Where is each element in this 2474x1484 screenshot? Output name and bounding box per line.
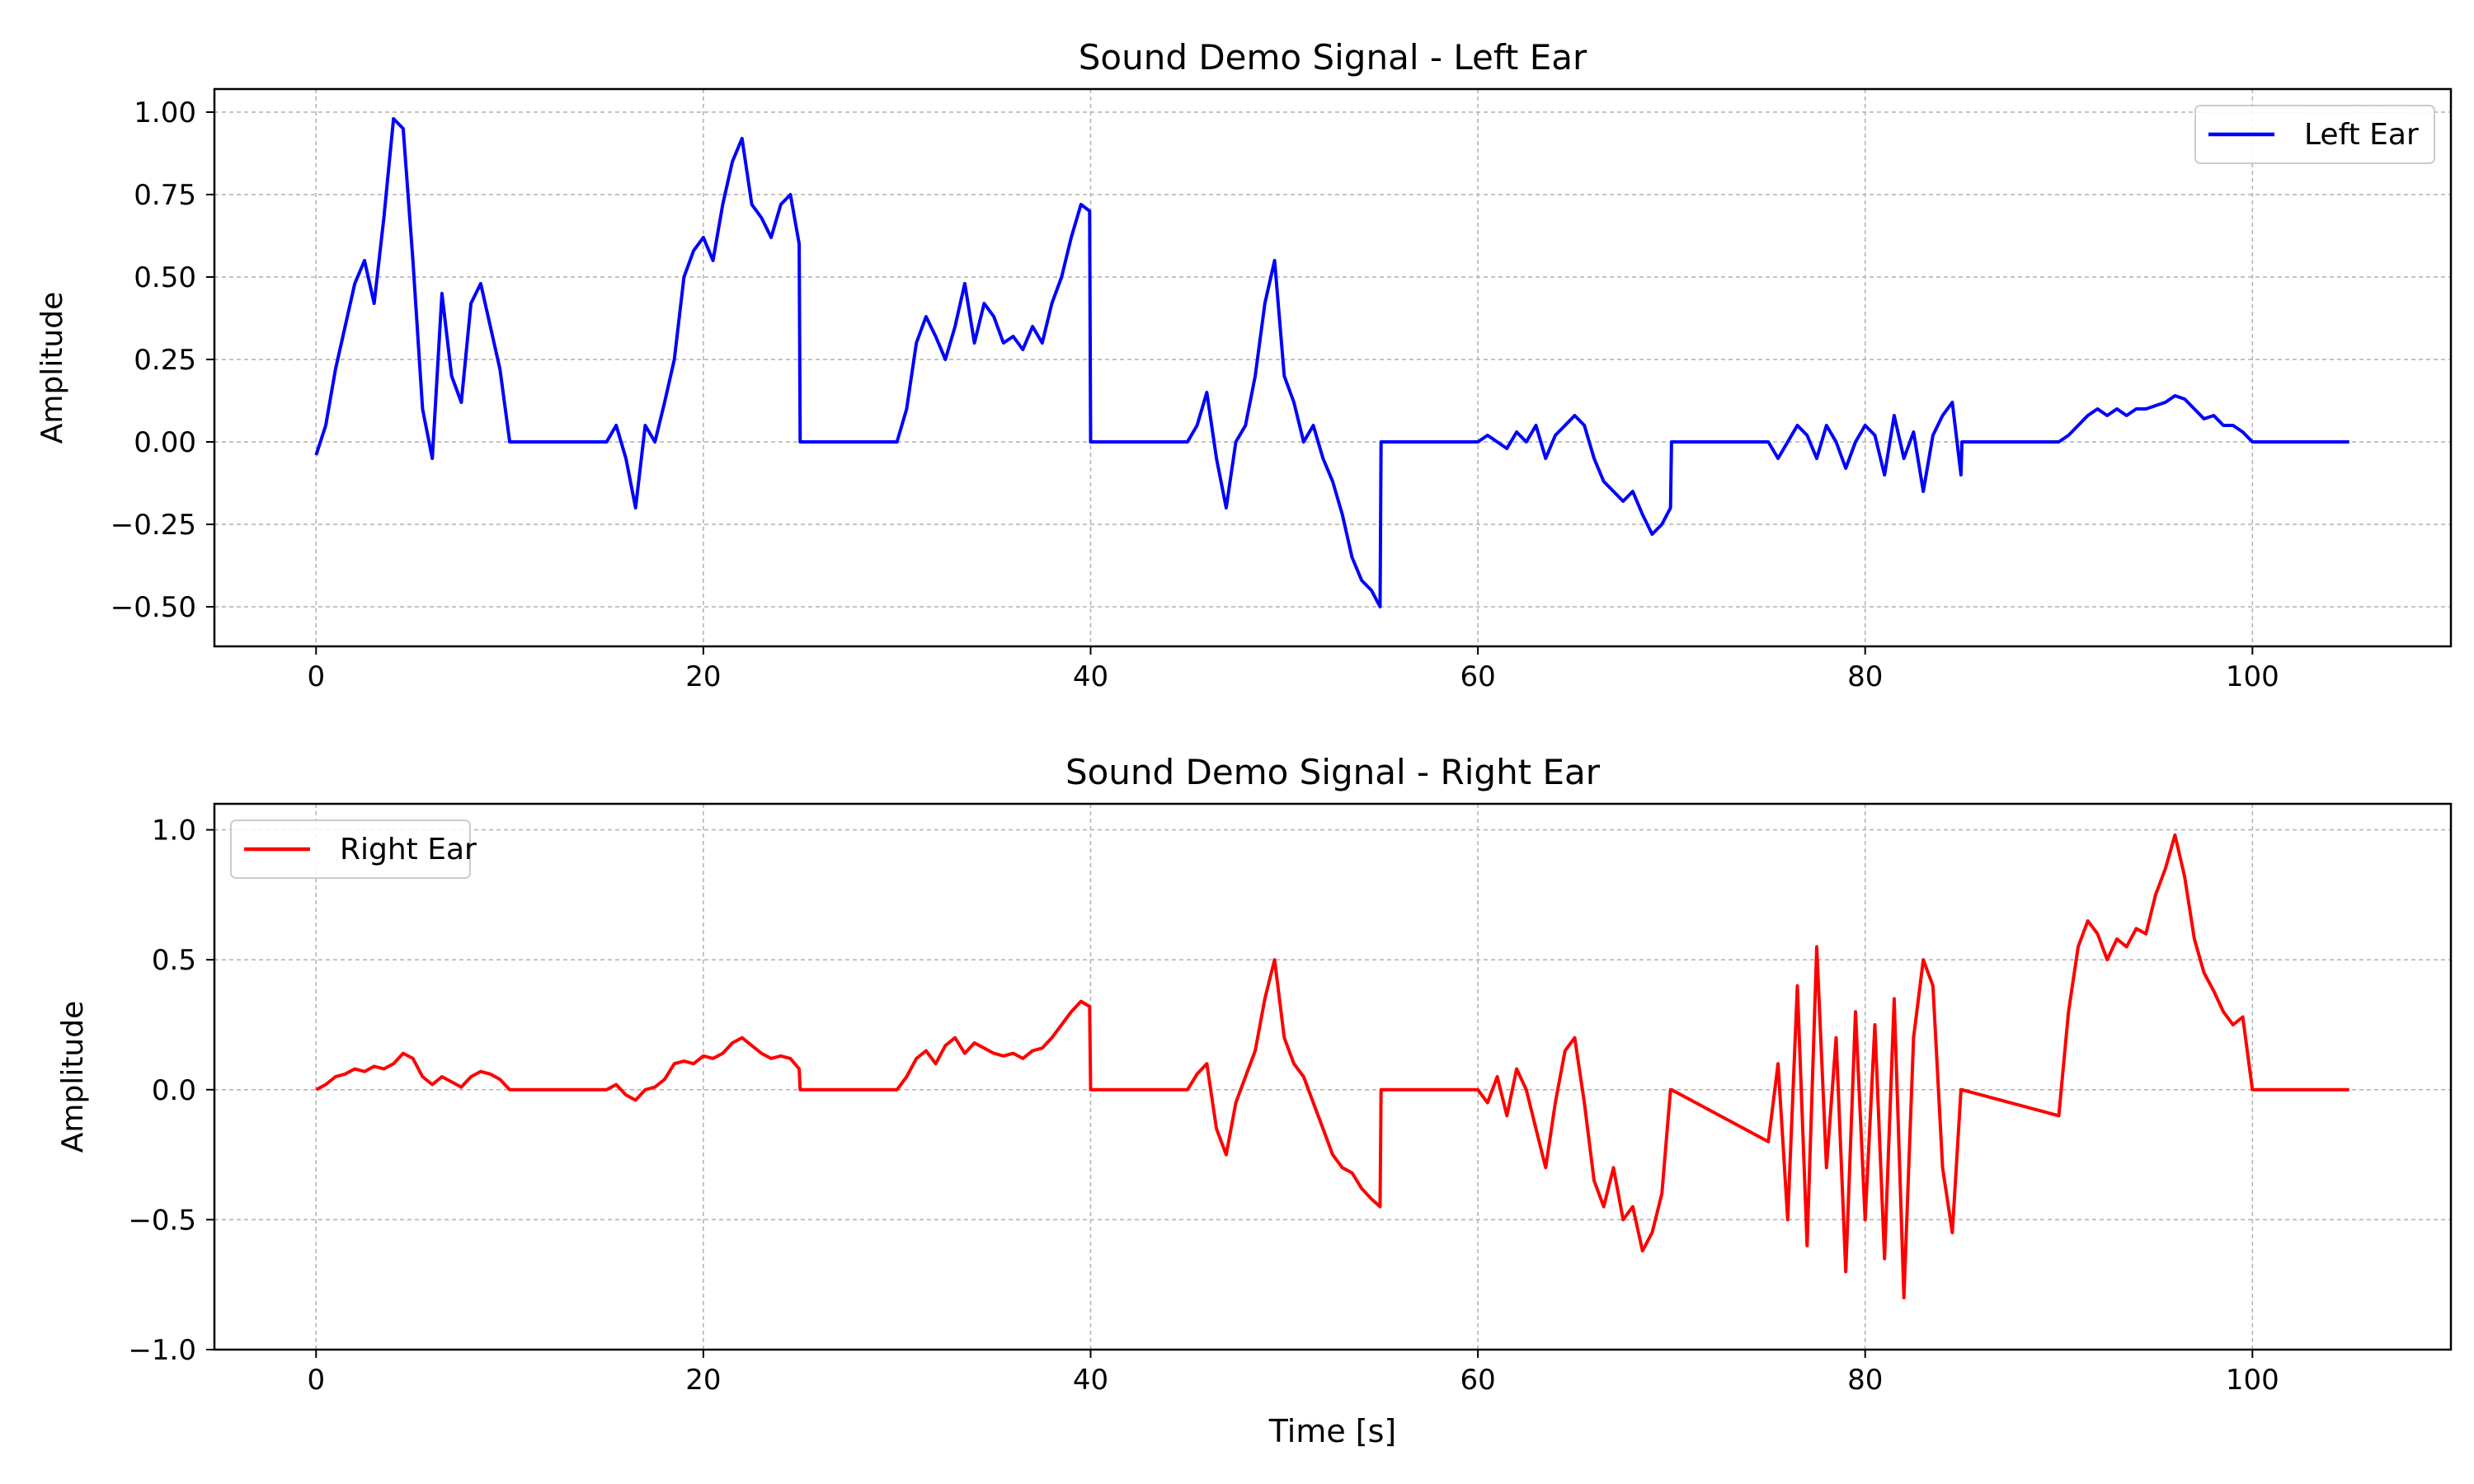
left-ear-xtick-label: 40 (1073, 660, 1108, 693)
left-ear-panel: 0 20 40 60 80 100 −0.50 −0.25 0.00 0.25 0.50 0.75 1.… (35, 37, 2453, 693)
left-ear-xtick-label: 100 (2226, 660, 2279, 693)
left-ear-xtick-label: 60 (1460, 660, 1495, 693)
left-ear-legend-box (2194, 105, 2435, 164)
left-ear-legend-label: Left Ear (2304, 118, 2419, 152)
right-ear-legend-label: Right Ear (340, 833, 477, 866)
left-ear-ylabel: Amplitude (35, 292, 69, 444)
right-ear-panel: 0 20 40 60 80 100 −1.0 −0.5 0.0 0.5 1.0 Sound Demo … (56, 752, 2453, 1449)
right-ear-legend-box (230, 819, 471, 879)
right-ear-xtick-label: 40 (1073, 1364, 1108, 1397)
right-ear-legend: Right Ear (230, 819, 477, 879)
left-ear-legend: Left Ear (2194, 105, 2435, 164)
right-ear-xtick-label: 0 (307, 1364, 325, 1397)
left-ear-ytick-label: 0.25 (134, 344, 196, 377)
left-ear-ytick-label: 0.50 (134, 261, 196, 294)
right-ear-xtick-label: 20 (685, 1364, 721, 1397)
left-ear-ytick-label: 1.00 (134, 96, 196, 129)
right-ear-ytick-label: 0.5 (152, 944, 196, 977)
right-ear-xtick-label: 100 (2226, 1364, 2279, 1397)
right-ear-ytick-label: −1.0 (128, 1334, 196, 1367)
right-ear-xlabel: Time [s] (1268, 1413, 1397, 1449)
right-ear-ylabel: Amplitude (56, 1001, 90, 1153)
left-ear-ytick-label: −0.50 (111, 591, 196, 624)
left-ear-xtick-label: 80 (1847, 660, 1883, 693)
right-ear-xtick-label: 80 (1847, 1364, 1883, 1397)
right-ear-ytick-label: 0.0 (152, 1074, 196, 1107)
right-ear-ytick-label: 1.0 (152, 815, 196, 848)
left-ear-xtick-label: 20 (685, 660, 721, 693)
right-ear-title: Sound Demo Signal - Right Ear (1065, 752, 1601, 792)
left-ear-title: Sound Demo Signal - Left Ear (1079, 37, 1587, 77)
left-ear-ytick-label: 0.75 (134, 179, 196, 212)
right-ear-xtick-label: 60 (1460, 1364, 1495, 1397)
left-ear-axes-frame (213, 87, 2453, 648)
right-ear-ytick-label: −0.5 (128, 1204, 196, 1237)
left-ear-ytick-label: −0.25 (111, 509, 196, 542)
right-ear-axes-frame (213, 802, 2453, 1351)
left-ear-ytick-label: 0.00 (134, 426, 196, 459)
left-ear-xtick-label: 0 (307, 660, 325, 693)
